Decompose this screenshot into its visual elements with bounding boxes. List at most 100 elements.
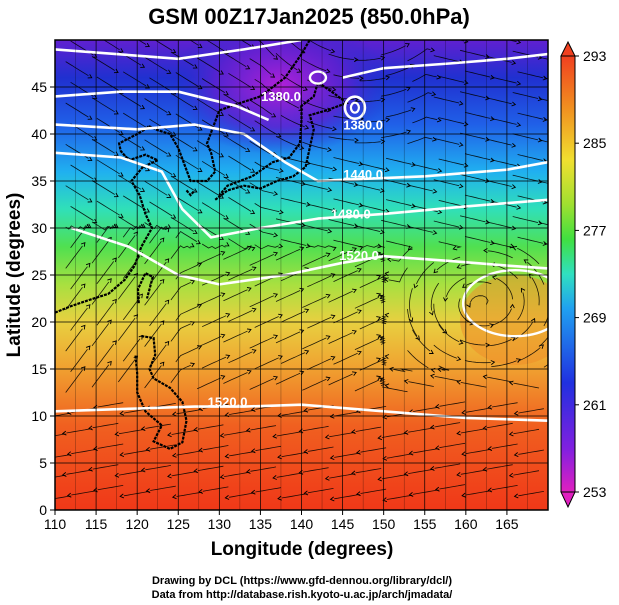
streamline-arrow [273,334,278,340]
streamline [97,485,124,491]
streamline [154,40,173,51]
x-tick-label: 165 [495,516,519,532]
streamline [359,119,386,123]
streamline-arrow [384,383,390,389]
streamline [249,295,274,308]
streamline-arrow [145,166,150,172]
streamline [150,444,176,450]
streamline [229,451,255,457]
streamline-arrow [197,345,203,350]
streamline-arrow [508,472,514,478]
streamline [412,329,431,352]
streamline-arrow [273,191,279,196]
x-tick-label: 140 [290,516,314,532]
streamline [137,40,147,45]
streamline-arrow [250,168,256,173]
streamline [55,474,66,478]
streamline-arrow [509,303,515,309]
streamline [281,410,308,416]
streamline [118,428,145,435]
streamline-arrow [219,474,225,480]
streamline [328,136,355,141]
streamline [333,239,359,247]
x-axis-title: Longitude (degrees) [211,539,394,560]
streamline-arrow [487,446,493,452]
streamline-arrow [220,292,226,297]
streamline-arrow [278,313,283,319]
streamline [333,157,359,164]
streamline [334,452,360,458]
streamline [70,349,88,373]
streamline [223,217,247,233]
streamline-arrow [376,334,382,339]
streamline [307,162,333,170]
contour-label: 1520.0 [208,395,248,410]
streamline [512,174,539,182]
streamline [538,222,548,226]
streamline [145,423,171,429]
streamline-arrow [330,314,336,320]
streamline [91,281,110,305]
streamline-arrow [219,153,224,158]
streamline [334,411,360,417]
streamline [201,273,227,286]
streamline [228,268,253,281]
streamline [460,174,486,181]
streamline-arrow [224,90,229,96]
streamline-arrow [403,429,409,435]
streamline-arrow [351,429,356,435]
streamline-arrow [118,130,124,136]
streamline [407,92,432,103]
streamline-arrow [304,349,310,355]
streamline [302,337,327,350]
colorbar-bottom-arrow [560,491,576,509]
streamline-arrow [145,42,150,48]
streamline-arrow [171,48,177,54]
streamline [360,488,387,494]
streamline [196,336,222,348]
streamline-arrow [376,292,382,298]
streamline-arrow [408,317,414,323]
streamline-arrow [330,273,336,278]
streamline [386,199,412,207]
streamline-arrow [511,60,517,66]
streamline [517,347,541,362]
streamline-arrow [225,313,231,318]
colorbar-label: 269 [583,310,607,326]
streamline [65,61,89,77]
streamline-arrow [197,126,203,131]
streamline [249,223,274,236]
streamline-arrow [331,246,337,251]
streamline-arrow [273,232,279,238]
x-tick-label: 130 [208,516,232,532]
streamline [433,220,460,228]
streamline-arrow [332,166,338,172]
streamline-arrow [523,259,529,264]
streamline-arrow [354,137,359,143]
streamline [144,56,168,72]
contour-low-inner [349,101,361,114]
streamline [223,248,248,260]
streamline-arrow [432,188,438,194]
streamline [412,40,414,41]
streamline [360,447,387,453]
streamline-arrow [327,187,333,193]
x-tick-label: 150 [372,516,396,532]
streamline [145,465,171,471]
streamline-arrow [403,379,409,384]
streamline [433,344,458,359]
streamline [249,336,274,349]
streamline-arrow [119,452,125,458]
streamline-arrow [436,117,442,123]
streamline-arrow [437,168,443,173]
streamline-arrow [456,379,462,385]
streamline-arrow [61,430,67,436]
streamline [175,306,198,321]
streamline-arrow [167,473,172,479]
streamline [280,352,306,364]
streamline [70,206,94,221]
streamline-arrow [85,223,90,229]
streamline-arrow [325,376,331,382]
streamline-arrow [88,466,93,472]
streamline-arrow [386,257,392,263]
